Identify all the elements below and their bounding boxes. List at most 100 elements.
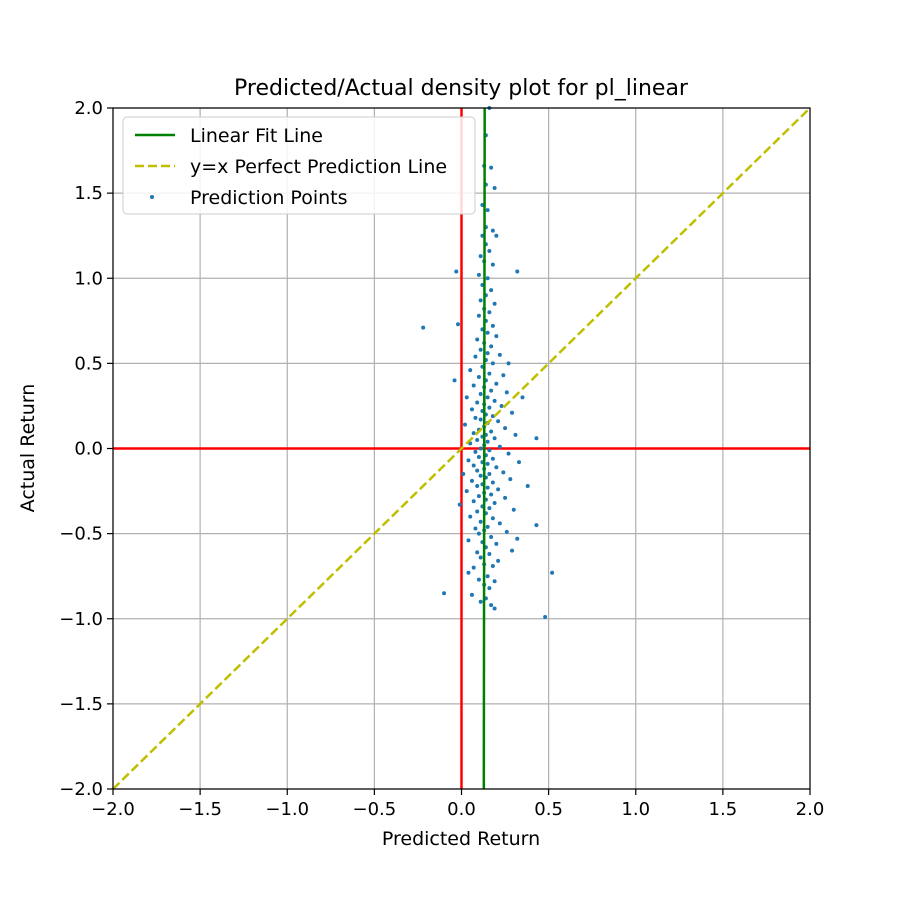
prediction-point-142 — [504, 529, 509, 534]
prediction-point-3 — [489, 165, 494, 170]
prediction-point-19 — [476, 272, 481, 277]
prediction-point-20 — [485, 276, 490, 281]
prediction-point-130 — [487, 506, 492, 511]
prediction-point-102 — [485, 461, 490, 466]
prediction-point-72 — [473, 415, 478, 420]
prediction-point-48 — [487, 371, 492, 376]
prediction-point-18 — [515, 269, 520, 274]
prediction-point-65 — [499, 403, 504, 408]
y-tick-label-7: 1.5 — [74, 183, 103, 204]
prediction-point-78 — [503, 426, 508, 431]
prediction-point-92 — [478, 446, 483, 451]
legend-label-perfect-line: y=x Perfect Prediction Line — [190, 156, 447, 178]
x-tick-label-8: 2.0 — [796, 799, 825, 820]
prediction-point-154 — [496, 558, 501, 563]
prediction-point-98 — [490, 456, 495, 461]
prediction-point-134 — [468, 514, 473, 519]
prediction-point-61 — [520, 395, 525, 400]
prediction-point-91 — [497, 444, 502, 449]
prediction-point-110 — [478, 473, 483, 478]
y-tick-label-8: 2.0 — [74, 98, 103, 119]
prediction-point-138 — [534, 523, 539, 528]
prediction-point-16 — [490, 262, 495, 267]
x-axis-label: Predicted Return — [382, 828, 540, 850]
prediction-point-32 — [490, 323, 495, 328]
x-tick-label-5: 0.5 — [534, 799, 563, 820]
prediction-point-60 — [464, 395, 469, 400]
prediction-point-123 — [476, 494, 481, 499]
x-tick-label-7: 1.5 — [709, 799, 738, 820]
prediction-point-31 — [456, 322, 461, 327]
prediction-point-161 — [476, 577, 481, 582]
prediction-point-14 — [478, 254, 483, 259]
prediction-point-116 — [475, 483, 480, 488]
prediction-point-66 — [487, 405, 492, 410]
prediction-point-136 — [478, 519, 483, 524]
prediction-point-86 — [475, 437, 480, 442]
prediction-point-114 — [490, 480, 495, 485]
prediction-point-94 — [473, 449, 478, 454]
prediction-point-108 — [487, 472, 492, 477]
prediction-point-69 — [510, 410, 515, 415]
prediction-point-57 — [504, 390, 509, 395]
fit-lines — [112, 107, 811, 790]
prediction-point-28 — [476, 313, 481, 318]
y-tick-label-3: −0.5 — [59, 524, 103, 545]
prediction-point-101 — [517, 460, 522, 465]
prediction-point-36 — [475, 337, 480, 342]
prediction-point-41 — [497, 352, 502, 357]
prediction-point-158 — [466, 570, 471, 575]
prediction-point-54 — [471, 383, 476, 388]
prediction-point-156 — [490, 563, 495, 568]
prediction-point-99 — [466, 458, 471, 463]
prediction-point-56 — [489, 388, 494, 393]
prediction-point-30 — [421, 325, 426, 330]
prediction-point-150 — [510, 548, 515, 553]
prediction-point-81 — [471, 431, 476, 436]
prediction-point-97 — [476, 455, 481, 460]
prediction-point-40 — [485, 351, 490, 356]
axis-ticks: −2.0 −1.5 −1.0 −0.5 0.0 0.5 1.0 1.5 2.0 −2.0 −1.5 −… — [59, 98, 824, 820]
y-tick-label-1: −1.5 — [59, 694, 103, 715]
prediction-point-93 — [487, 448, 492, 453]
prediction-point-95 — [506, 451, 511, 456]
prediction-point-85 — [492, 436, 497, 441]
prediction-point-39 — [478, 347, 483, 352]
prediction-point-52 — [452, 378, 457, 383]
prediction-point-104 — [494, 465, 499, 470]
prediction-point-162 — [492, 579, 497, 584]
prediction-point-34 — [485, 330, 490, 335]
x-tick-label-4: 0.0 — [447, 799, 476, 820]
prediction-point-171 — [543, 615, 548, 620]
prediction-point-13 — [487, 249, 492, 254]
prediction-point-106 — [475, 468, 480, 473]
prediction-point-5 — [492, 186, 497, 191]
prediction-point-160 — [485, 574, 490, 579]
prediction-point-59 — [485, 395, 490, 400]
perfect-prediction-line — [112, 107, 811, 790]
prediction-point-145 — [515, 536, 520, 541]
legend-box — [122, 116, 476, 215]
prediction-point-44 — [506, 361, 511, 366]
prediction-point-122 — [489, 492, 494, 497]
prediction-point-47 — [468, 368, 473, 373]
prediction-point-7 — [485, 208, 490, 213]
prediction-point-11 — [494, 233, 499, 238]
prediction-point-148 — [494, 541, 499, 546]
prediction-point-103 — [471, 463, 476, 468]
prediction-point-80 — [489, 429, 494, 434]
prediction-point-25 — [492, 301, 497, 306]
prediction-point-117 — [525, 483, 530, 488]
prediction-point-159 — [550, 570, 555, 575]
prediction-point-168 — [478, 599, 483, 604]
prediction-point-120 — [464, 489, 469, 494]
prediction-point-157 — [471, 565, 476, 570]
prediction-point-119 — [496, 487, 501, 492]
legend-label-points: Prediction Points — [190, 187, 348, 209]
x-tick-label-2: −1.0 — [265, 799, 309, 820]
x-tick-label-1: −1.5 — [178, 799, 222, 820]
prediction-point-144 — [489, 535, 494, 540]
y-tick-label-6: 1.0 — [74, 268, 103, 289]
prediction-point-112 — [508, 477, 513, 482]
